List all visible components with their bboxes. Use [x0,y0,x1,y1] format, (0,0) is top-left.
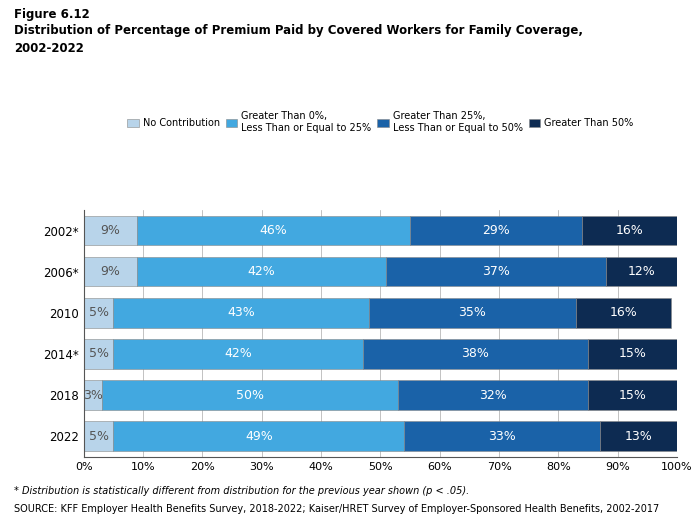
Text: 46%: 46% [260,224,288,237]
Text: 5%: 5% [89,348,109,361]
Bar [369,298,576,328]
Text: 38%: 38% [461,348,489,361]
Bar [588,380,677,410]
Text: 42%: 42% [248,265,276,278]
Text: 15%: 15% [618,388,646,402]
Text: 15%: 15% [618,348,646,361]
Bar [113,339,363,369]
Bar [84,298,113,328]
Bar [600,422,677,451]
Text: * Distribution is statistically different from distribution for the previous yea: * Distribution is statistically differen… [14,486,469,496]
Text: 12%: 12% [628,265,655,278]
Bar [113,422,404,451]
Bar [137,257,386,287]
Bar [84,422,113,451]
Bar [363,339,588,369]
Bar [582,216,677,245]
Text: 2002-2022: 2002-2022 [14,42,84,55]
Text: 29%: 29% [482,224,510,237]
Text: 49%: 49% [245,429,273,443]
Text: 32%: 32% [480,388,507,402]
Text: 50%: 50% [236,388,264,402]
Bar [84,339,113,369]
Bar [84,216,137,245]
Text: 37%: 37% [482,265,510,278]
Bar [113,298,369,328]
Bar [386,257,606,287]
Text: 9%: 9% [101,224,120,237]
Bar [404,422,600,451]
Bar [606,257,677,287]
Text: 3%: 3% [83,388,103,402]
Text: 35%: 35% [459,306,487,319]
Text: 42%: 42% [224,348,252,361]
Text: 13%: 13% [625,429,653,443]
Text: Figure 6.12: Figure 6.12 [14,8,90,21]
Text: Distribution of Percentage of Premium Paid by Covered Workers for Family Coverag: Distribution of Percentage of Premium Pa… [14,24,583,37]
Text: 43%: 43% [227,306,255,319]
Text: 33%: 33% [488,429,516,443]
Legend: No Contribution, Greater Than 0%,
Less Than or Equal to 25%, Greater Than 25%,
L: No Contribution, Greater Than 0%, Less T… [127,111,634,133]
Bar [576,298,671,328]
Bar [410,216,582,245]
Bar [84,257,137,287]
Bar [137,216,410,245]
Text: 5%: 5% [89,429,109,443]
Text: 16%: 16% [610,306,637,319]
Bar [588,339,677,369]
Text: 16%: 16% [616,224,644,237]
Text: 9%: 9% [101,265,120,278]
Text: 5%: 5% [89,306,109,319]
Bar [398,380,588,410]
Bar [84,380,102,410]
Bar [102,380,398,410]
Text: SOURCE: KFF Employer Health Benefits Survey, 2018-2022; Kaiser/HRET Survey of Em: SOURCE: KFF Employer Health Benefits Sur… [14,504,659,514]
